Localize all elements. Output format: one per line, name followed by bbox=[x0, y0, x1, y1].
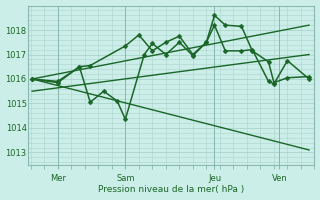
X-axis label: Pression niveau de la mer( hPa ): Pression niveau de la mer( hPa ) bbox=[98, 185, 244, 194]
